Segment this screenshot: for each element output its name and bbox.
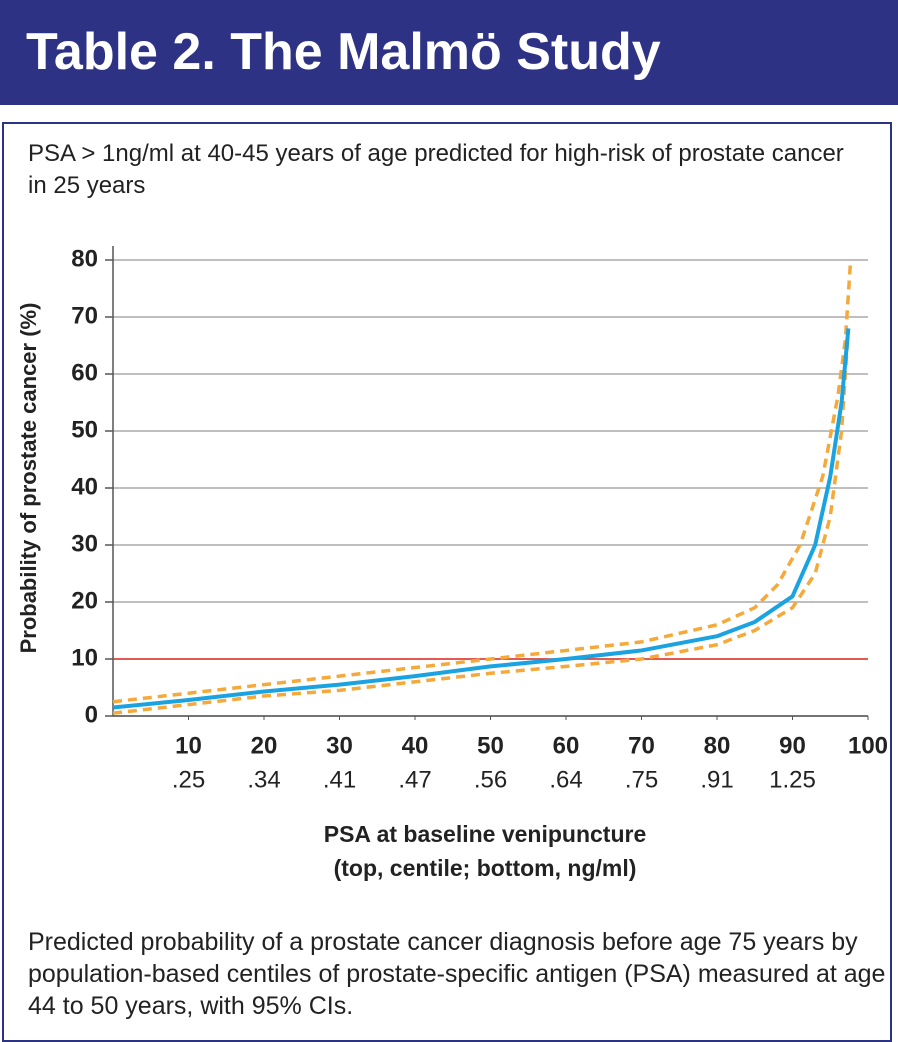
x-tick-label: 50 — [477, 732, 504, 759]
x-tick-label: 60 — [553, 732, 580, 759]
y-axis-label: Probability of prostate cancer (%) — [16, 303, 41, 654]
x-tick-label: 70 — [628, 732, 655, 759]
y-tick-label: 60 — [71, 359, 98, 386]
x-tick-label: 30 — [326, 732, 353, 759]
y-tick-label: 10 — [71, 644, 98, 671]
x-tick-label: 40 — [402, 732, 429, 759]
header: Table 2. The Malmö Study — [0, 0, 898, 105]
subtitle: PSA > 1ng/ml at 40-45 years of age predi… — [28, 140, 844, 199]
x-tick-label: 90 — [779, 732, 806, 759]
x-tick-label-secondary: .75 — [625, 766, 658, 793]
x-tick-label-secondary: .64 — [549, 766, 582, 793]
title: Table 2. The Malmö Study — [26, 23, 661, 81]
y-tick-label: 80 — [71, 245, 98, 272]
x-tick-label: 20 — [251, 732, 278, 759]
y-tick-label: 0 — [85, 701, 98, 728]
line — [112, 339, 850, 715]
x-axis-label: PSA at baseline venipuncture — [324, 821, 647, 847]
line — [112, 259, 853, 704]
line — [112, 328, 851, 710]
y-tick-label: 70 — [71, 302, 98, 329]
y-tick-label: 20 — [71, 587, 98, 614]
x-tick-label-secondary: .56 — [474, 766, 507, 793]
x-tick-label-secondary: .34 — [247, 766, 280, 793]
y-tick-label: 50 — [71, 416, 98, 443]
y-tick-label: 40 — [71, 473, 98, 500]
y-tick-label: 30 — [71, 530, 98, 557]
x-tick-label: 10 — [175, 732, 202, 759]
x-tick-label-secondary: .91 — [700, 766, 733, 793]
x-tick-label: 80 — [704, 732, 731, 759]
x-tick-label-secondary: .41 — [323, 766, 356, 793]
caption: Predicted probability of a prostate canc… — [28, 928, 886, 1020]
x-tick-label-secondary: 1.25 — [769, 766, 816, 793]
x-axis-label: (top, centile; bottom, ng/ml) — [334, 855, 637, 881]
x-tick-label-secondary: .25 — [172, 766, 205, 793]
x-tick-label: 100 — [848, 732, 888, 759]
x-tick-label-secondary: .47 — [398, 766, 431, 793]
